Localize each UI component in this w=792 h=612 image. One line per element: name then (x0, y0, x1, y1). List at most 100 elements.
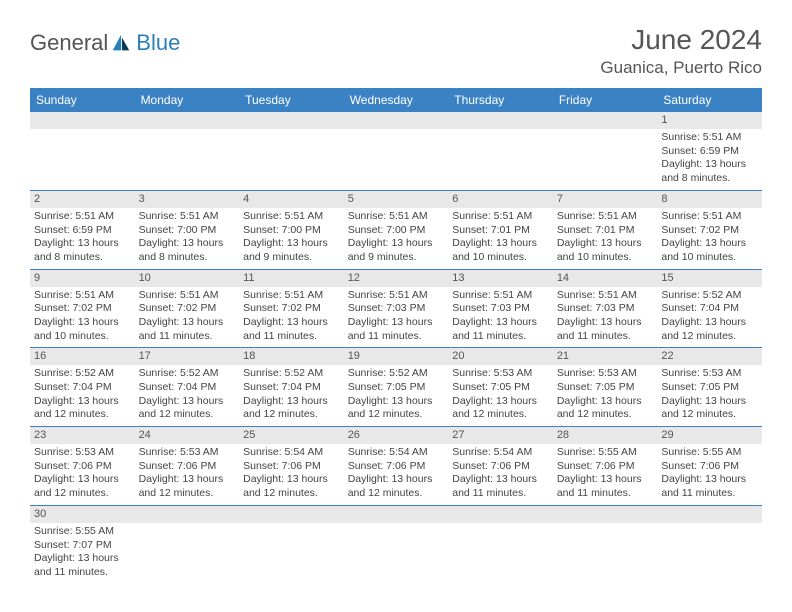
sunrise-text: Sunrise: 5:52 AM (661, 289, 758, 303)
sunset-text: Sunset: 7:04 PM (34, 381, 131, 395)
day-number: 11 (239, 270, 344, 287)
calendar-cell: 7Sunrise: 5:51 AMSunset: 7:01 PMDaylight… (553, 190, 658, 269)
day-body: Sunrise: 5:55 AMSunset: 7:07 PMDaylight:… (30, 523, 135, 584)
calendar-cell: 9Sunrise: 5:51 AMSunset: 7:02 PMDaylight… (30, 269, 135, 348)
brand-general: General (30, 30, 108, 56)
daylight-text-2: and 11 minutes. (243, 330, 340, 344)
day-body: Sunrise: 5:51 AMSunset: 7:02 PMDaylight:… (135, 287, 240, 348)
day-body: Sunrise: 5:52 AMSunset: 7:04 PMDaylight:… (657, 287, 762, 348)
sunset-text: Sunset: 7:06 PM (557, 460, 654, 474)
day-number: 16 (30, 348, 135, 365)
day-body: Sunrise: 5:54 AMSunset: 7:06 PMDaylight:… (239, 444, 344, 505)
calendar-cell: 17Sunrise: 5:52 AMSunset: 7:04 PMDayligh… (135, 348, 240, 427)
day-body: Sunrise: 5:53 AMSunset: 7:05 PMDaylight:… (553, 365, 658, 426)
sunset-text: Sunset: 7:02 PM (34, 302, 131, 316)
sunset-text: Sunset: 7:02 PM (661, 224, 758, 238)
day-body (135, 129, 240, 183)
sunset-text: Sunset: 7:00 PM (348, 224, 445, 238)
day-number: 15 (657, 270, 762, 287)
weekday-wed: Wednesday (344, 88, 449, 112)
day-number (30, 112, 135, 129)
daylight-text-2: and 12 minutes. (661, 408, 758, 422)
location-label: Guanica, Puerto Rico (600, 58, 762, 78)
daylight-text-2: and 10 minutes. (661, 251, 758, 265)
daylight-text-2: and 11 minutes. (139, 330, 236, 344)
header: GeneralBlue June 2024 Guanica, Puerto Ri… (30, 24, 762, 78)
sunrise-text: Sunrise: 5:54 AM (452, 446, 549, 460)
day-body (448, 129, 553, 183)
sunrise-text: Sunrise: 5:51 AM (348, 289, 445, 303)
daylight-text-1: Daylight: 13 hours (348, 473, 445, 487)
day-number: 17 (135, 348, 240, 365)
calendar-cell (448, 112, 553, 190)
calendar-cell (239, 112, 344, 190)
day-body: Sunrise: 5:51 AMSunset: 7:03 PMDaylight:… (448, 287, 553, 348)
day-body: Sunrise: 5:54 AMSunset: 7:06 PMDaylight:… (344, 444, 449, 505)
calendar-cell: 26Sunrise: 5:54 AMSunset: 7:06 PMDayligh… (344, 427, 449, 506)
daylight-text-1: Daylight: 13 hours (348, 395, 445, 409)
daylight-text-2: and 12 minutes. (348, 487, 445, 501)
calendar-cell: 27Sunrise: 5:54 AMSunset: 7:06 PMDayligh… (448, 427, 553, 506)
daylight-text-2: and 10 minutes. (557, 251, 654, 265)
calendar-cell (657, 505, 762, 583)
calendar-cell: 11Sunrise: 5:51 AMSunset: 7:02 PMDayligh… (239, 269, 344, 348)
day-number: 30 (30, 506, 135, 523)
sunrise-text: Sunrise: 5:51 AM (243, 289, 340, 303)
day-number (448, 112, 553, 129)
day-number (135, 506, 240, 523)
day-number: 13 (448, 270, 553, 287)
day-body (239, 523, 344, 577)
day-body (553, 523, 658, 577)
sunset-text: Sunset: 7:02 PM (243, 302, 340, 316)
sunrise-text: Sunrise: 5:51 AM (139, 289, 236, 303)
calendar-cell: 30Sunrise: 5:55 AMSunset: 7:07 PMDayligh… (30, 505, 135, 583)
daylight-text-1: Daylight: 13 hours (661, 316, 758, 330)
sunset-text: Sunset: 7:06 PM (243, 460, 340, 474)
daylight-text-2: and 10 minutes. (34, 330, 131, 344)
weekday-header: Sunday Monday Tuesday Wednesday Thursday… (30, 88, 762, 112)
daylight-text-1: Daylight: 13 hours (243, 395, 340, 409)
day-number: 3 (135, 191, 240, 208)
calendar-page: GeneralBlue June 2024 Guanica, Puerto Ri… (0, 0, 792, 604)
sunrise-text: Sunrise: 5:53 AM (34, 446, 131, 460)
day-number: 5 (344, 191, 449, 208)
day-number (553, 506, 658, 523)
day-number (239, 506, 344, 523)
weekday-tue: Tuesday (239, 88, 344, 112)
sunset-text: Sunset: 7:06 PM (661, 460, 758, 474)
month-title: June 2024 (600, 24, 762, 56)
daylight-text-2: and 11 minutes. (557, 487, 654, 501)
calendar-cell (344, 112, 449, 190)
daylight-text-2: and 12 minutes. (243, 487, 340, 501)
sunrise-text: Sunrise: 5:53 AM (139, 446, 236, 460)
daylight-text-2: and 8 minutes. (34, 251, 131, 265)
daylight-text-1: Daylight: 13 hours (661, 473, 758, 487)
daylight-text-1: Daylight: 13 hours (557, 395, 654, 409)
calendar-cell: 2Sunrise: 5:51 AMSunset: 6:59 PMDaylight… (30, 190, 135, 269)
sunset-text: Sunset: 7:02 PM (139, 302, 236, 316)
day-number: 4 (239, 191, 344, 208)
daylight-text-2: and 11 minutes. (34, 566, 131, 580)
sunset-text: Sunset: 7:06 PM (139, 460, 236, 474)
title-block: June 2024 Guanica, Puerto Rico (600, 24, 762, 78)
sunrise-text: Sunrise: 5:51 AM (243, 210, 340, 224)
day-number: 1 (657, 112, 762, 129)
day-body: Sunrise: 5:51 AMSunset: 7:03 PMDaylight:… (344, 287, 449, 348)
day-body: Sunrise: 5:55 AMSunset: 7:06 PMDaylight:… (657, 444, 762, 505)
daylight-text-2: and 11 minutes. (557, 330, 654, 344)
day-body: Sunrise: 5:51 AMSunset: 7:03 PMDaylight:… (553, 287, 658, 348)
day-number (344, 506, 449, 523)
calendar-cell: 1Sunrise: 5:51 AMSunset: 6:59 PMDaylight… (657, 112, 762, 190)
day-number: 2 (30, 191, 135, 208)
calendar-cell (448, 505, 553, 583)
sunrise-text: Sunrise: 5:53 AM (661, 367, 758, 381)
daylight-text-2: and 9 minutes. (348, 251, 445, 265)
daylight-text-2: and 12 minutes. (348, 408, 445, 422)
calendar-cell: 25Sunrise: 5:54 AMSunset: 7:06 PMDayligh… (239, 427, 344, 506)
daylight-text-1: Daylight: 13 hours (34, 316, 131, 330)
sunrise-text: Sunrise: 5:55 AM (661, 446, 758, 460)
day-number: 22 (657, 348, 762, 365)
daylight-text-1: Daylight: 13 hours (34, 552, 131, 566)
day-body (344, 129, 449, 183)
day-number: 8 (657, 191, 762, 208)
